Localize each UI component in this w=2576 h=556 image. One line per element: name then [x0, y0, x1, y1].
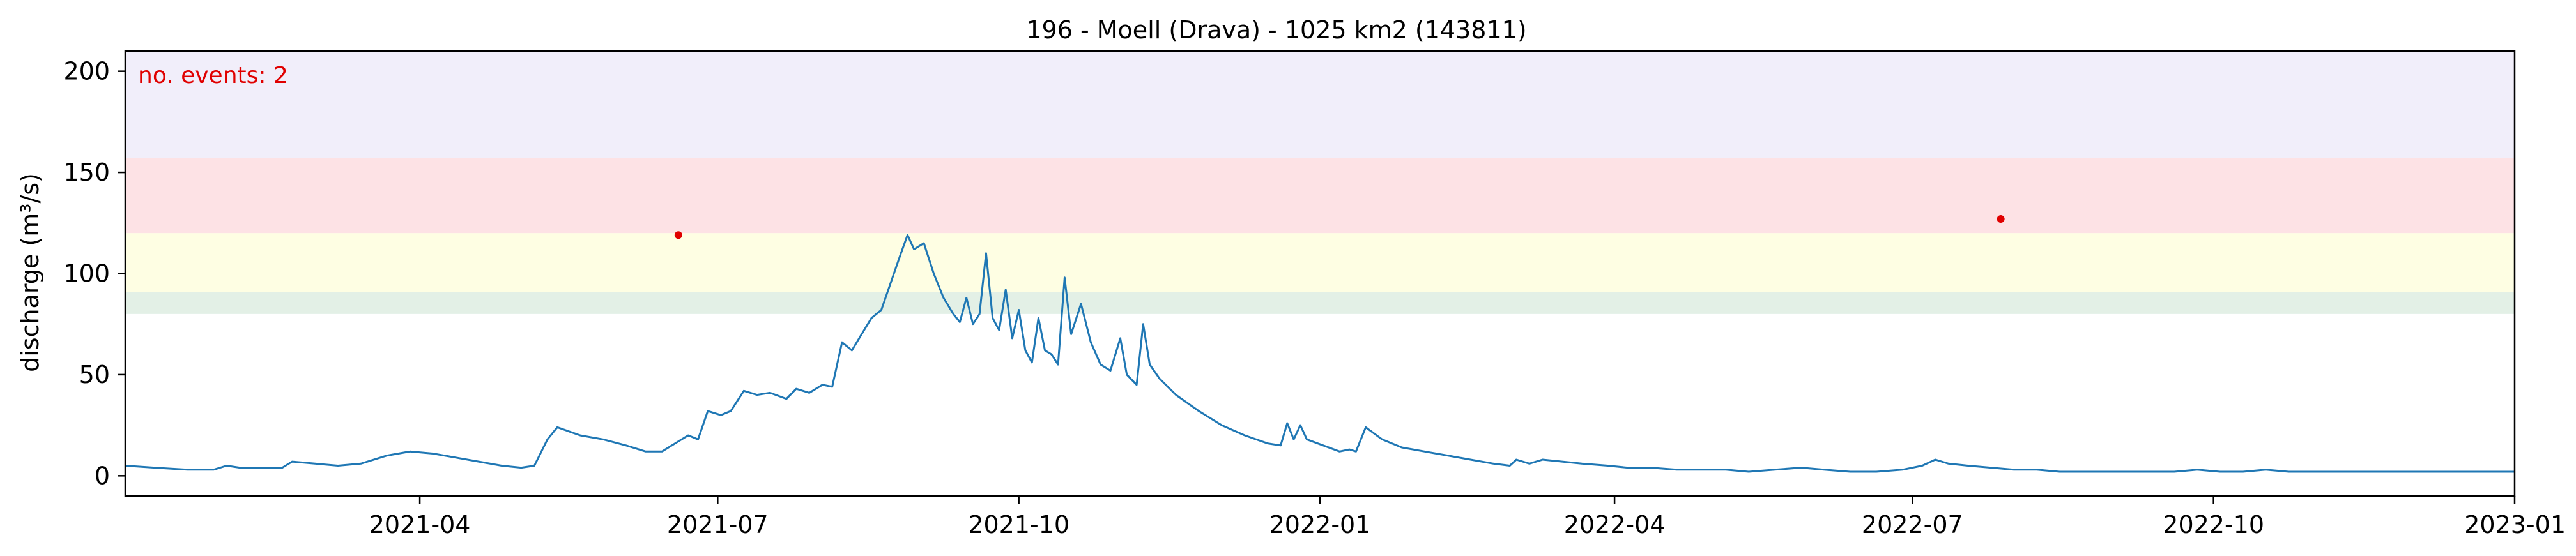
chart-title: 196 - Moell (Drava) - 1025 km2 (143811) — [1026, 16, 1526, 44]
y-axis: 0 50 100 150 200 — [63, 57, 125, 490]
y-tick-label-0: 0 — [95, 462, 110, 490]
x-tick-label-3: 2022-01 — [1269, 511, 1371, 539]
x-tick-label-1: 2021-07 — [667, 511, 769, 539]
threshold-band-0 — [125, 292, 2515, 314]
x-tick-label-7: 2023-01 — [2464, 511, 2566, 539]
threshold-band-1 — [125, 233, 2515, 292]
events-count-annotation: no. events: 2 — [138, 63, 288, 89]
y-tick-label-3: 150 — [63, 158, 110, 186]
x-tick-label-4: 2022-04 — [1564, 511, 1666, 539]
event-marker-0 — [674, 231, 682, 239]
threshold-bands — [125, 51, 2515, 314]
threshold-band-3 — [125, 51, 2515, 158]
x-axis: 2021-04 2021-07 2021-10 2022-01 2022-04 2022-… — [369, 496, 2566, 539]
y-axis-label: discharge (m³/s) — [16, 173, 44, 372]
x-tick-label-6: 2022-10 — [2163, 511, 2264, 539]
x-tick-label-2: 2021-10 — [968, 511, 1070, 539]
flood-events — [674, 214, 2005, 239]
discharge-series — [125, 234, 2515, 473]
threshold-band-2 — [125, 158, 2515, 234]
event-marker-1 — [1997, 214, 2005, 223]
x-tick-label-0: 2021-04 — [369, 511, 471, 539]
y-tick-label-4: 200 — [63, 57, 110, 86]
y-tick-label-1: 50 — [79, 361, 110, 389]
x-tick-label-5: 2022-07 — [1862, 511, 1963, 539]
y-tick-label-2: 100 — [63, 260, 110, 288]
series-line-0 — [125, 234, 2515, 473]
